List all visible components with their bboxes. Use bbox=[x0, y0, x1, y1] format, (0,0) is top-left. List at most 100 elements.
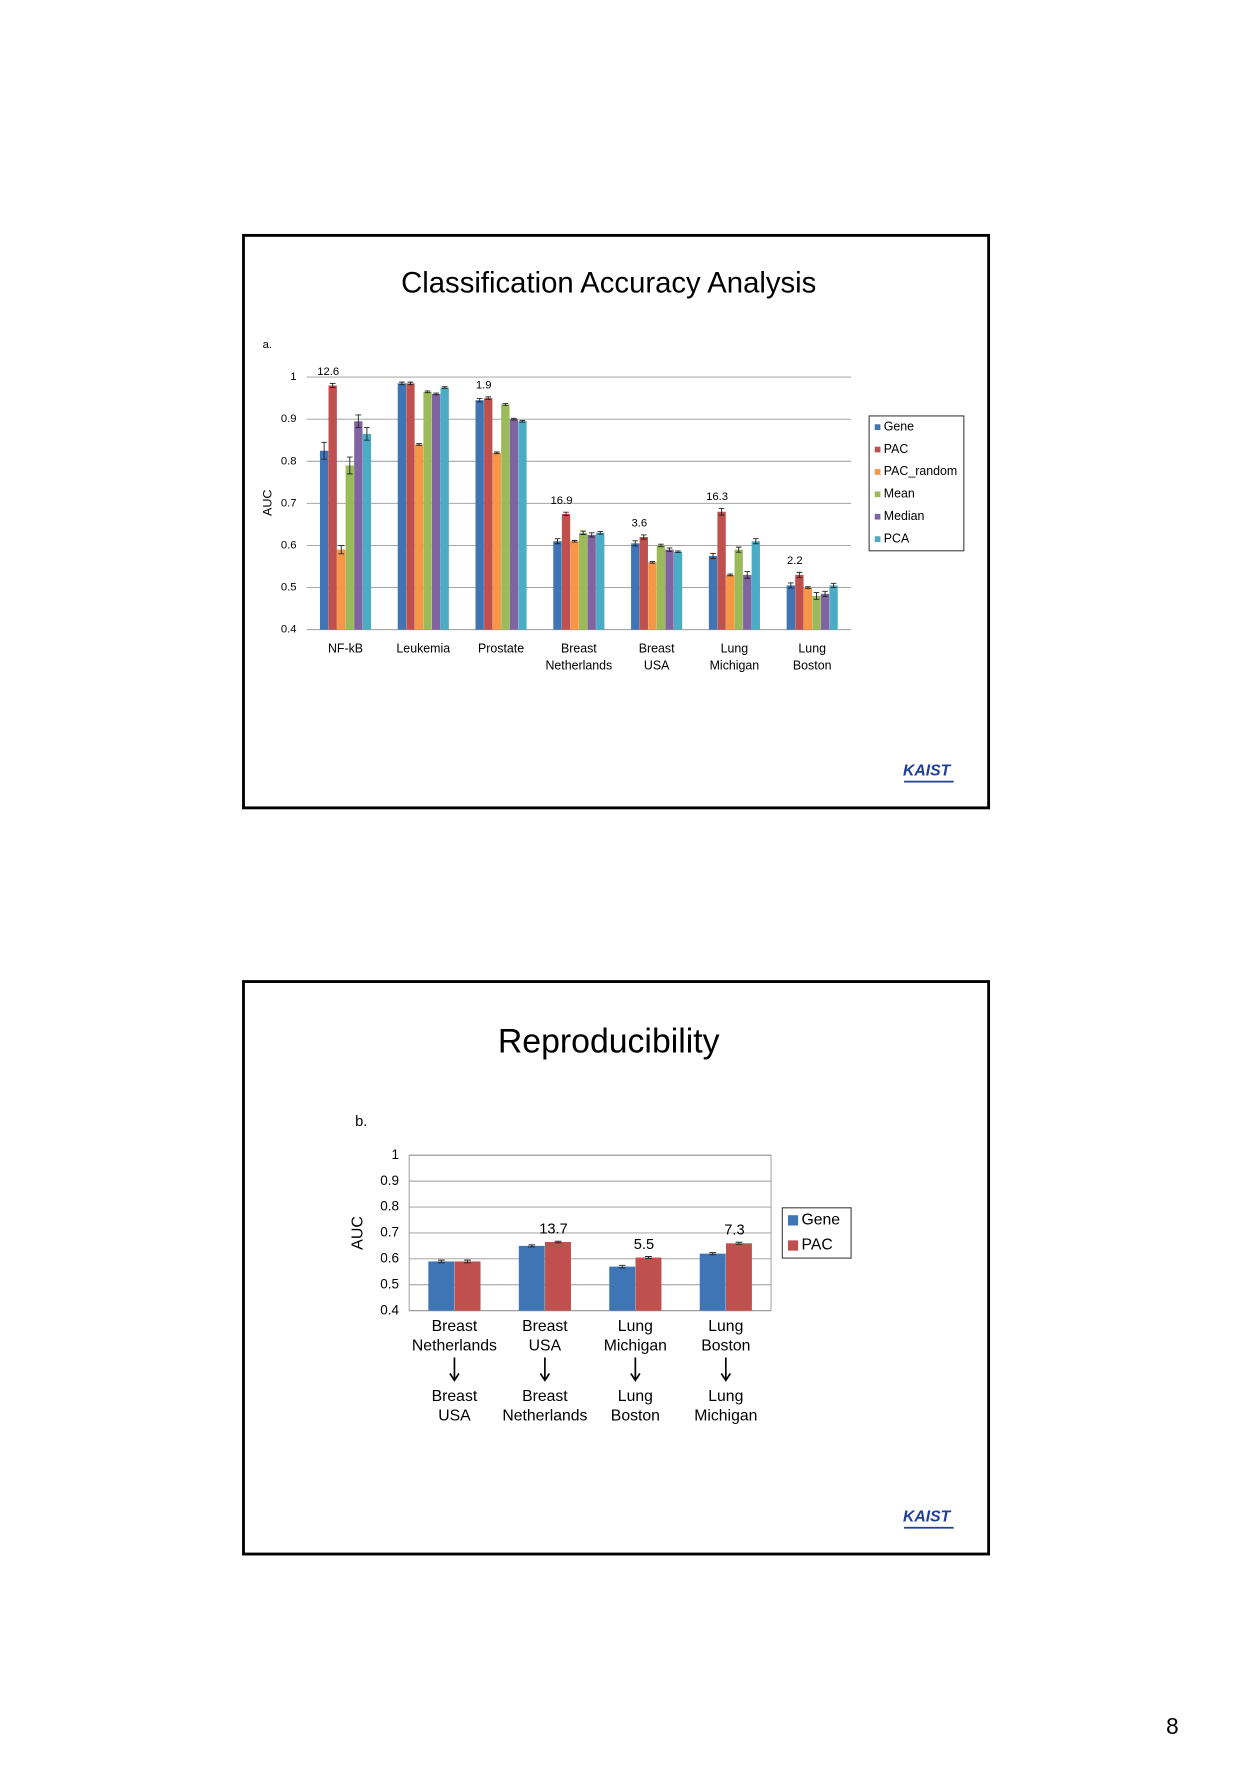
bar bbox=[454, 1261, 481, 1311]
arrow-head bbox=[630, 1373, 641, 1382]
x-tick-label: Lung bbox=[618, 1318, 653, 1335]
x-tick-label: Breast bbox=[432, 1388, 478, 1405]
legend-label: Mean bbox=[884, 487, 915, 501]
legend-label: Gene bbox=[801, 1212, 840, 1229]
error-bar bbox=[787, 582, 794, 589]
bar bbox=[561, 513, 571, 630]
bar bbox=[440, 387, 449, 630]
x-tick-label: Michigan bbox=[604, 1337, 667, 1354]
y-axis-label: AUC bbox=[261, 490, 275, 517]
bar bbox=[609, 1266, 636, 1311]
x-tick-label: Lung bbox=[708, 1318, 743, 1335]
error-bar bbox=[355, 414, 362, 429]
error-bar bbox=[485, 396, 492, 400]
annotation: 5.5 bbox=[634, 1237, 654, 1253]
y-tick-label: 0.7 bbox=[380, 1224, 399, 1239]
legend-swatch bbox=[874, 446, 881, 453]
error-bar bbox=[571, 539, 578, 543]
panel-label: b. bbox=[355, 1114, 367, 1130]
y-tick-label: 0.9 bbox=[380, 1173, 399, 1188]
bar bbox=[751, 541, 760, 630]
legend-label: Median bbox=[884, 509, 925, 523]
bar bbox=[587, 534, 596, 630]
error-bar bbox=[735, 1241, 743, 1245]
bar bbox=[345, 465, 354, 630]
error-bar bbox=[796, 571, 803, 578]
bar bbox=[635, 1257, 662, 1311]
x-tick-label: Prostate bbox=[478, 641, 524, 655]
error-bar bbox=[321, 441, 327, 460]
legend-swatch bbox=[874, 536, 881, 542]
error-bar bbox=[554, 1240, 562, 1244]
y-tick-label: 0.8 bbox=[380, 1199, 399, 1214]
x-tick-label: Breast bbox=[522, 1318, 568, 1335]
bar bbox=[725, 574, 735, 630]
bar bbox=[518, 1245, 545, 1311]
x-tick-label: Michigan bbox=[710, 658, 760, 672]
y-tick-label: 1 bbox=[290, 371, 296, 383]
bar bbox=[492, 452, 501, 630]
legend-swatch bbox=[787, 1240, 799, 1251]
error-bar bbox=[718, 507, 725, 516]
x-tick-label: Breast bbox=[561, 641, 597, 655]
bar bbox=[829, 585, 838, 630]
bar bbox=[743, 574, 752, 630]
x-tick-label: Boston bbox=[611, 1408, 660, 1425]
bar bbox=[337, 549, 346, 630]
x-tick-label: NF-kB bbox=[328, 641, 363, 655]
page-number: 8 bbox=[1166, 1713, 1179, 1739]
error-bar bbox=[441, 386, 448, 389]
y-tick-label: 0.8 bbox=[281, 455, 297, 467]
legend-swatch bbox=[874, 469, 881, 475]
error-bar bbox=[416, 443, 422, 446]
error-bar bbox=[597, 531, 604, 535]
bar bbox=[795, 574, 804, 630]
x-tick-label: Boston bbox=[793, 658, 832, 672]
bar bbox=[820, 593, 830, 630]
x-tick-label: USA bbox=[529, 1337, 562, 1354]
logo: KAIST bbox=[903, 762, 952, 779]
bar bbox=[406, 383, 415, 630]
error-bar bbox=[346, 456, 353, 475]
x-tick-label: Netherlands bbox=[412, 1337, 497, 1354]
error-bar bbox=[675, 550, 681, 554]
error-bar bbox=[476, 398, 483, 403]
bar bbox=[812, 595, 821, 630]
x-tick-label: Michigan bbox=[694, 1408, 757, 1425]
x-tick-label: USA bbox=[644, 658, 670, 672]
y-tick-label: 0.4 bbox=[380, 1302, 399, 1317]
y-tick-label: 0.6 bbox=[281, 539, 297, 551]
error-bar bbox=[632, 540, 639, 547]
y-tick-label: 1 bbox=[392, 1147, 400, 1162]
bar bbox=[509, 419, 519, 630]
bar bbox=[699, 1253, 726, 1311]
error-bar bbox=[735, 546, 742, 553]
legend-label: PCA bbox=[884, 531, 910, 545]
bar bbox=[803, 587, 813, 630]
error-bar bbox=[645, 1256, 652, 1260]
bar bbox=[734, 549, 743, 630]
annotation: 1.9 bbox=[476, 379, 492, 391]
x-tick-label: Breast bbox=[522, 1388, 568, 1405]
bar bbox=[656, 545, 666, 630]
x-tick-label: Netherlands bbox=[502, 1408, 587, 1425]
x-tick-label: USA bbox=[438, 1408, 471, 1425]
chart-title: Reproducibility bbox=[498, 1022, 720, 1060]
bar bbox=[397, 383, 407, 630]
bar bbox=[648, 562, 657, 630]
error-bar bbox=[399, 381, 405, 386]
annotation: 16.9 bbox=[551, 495, 573, 507]
annotation: 12.6 bbox=[317, 366, 339, 378]
bar bbox=[501, 404, 510, 630]
bar bbox=[570, 541, 579, 630]
annotation: 3.6 bbox=[631, 517, 647, 529]
error-bar bbox=[805, 586, 811, 589]
bar bbox=[596, 532, 605, 630]
legend-label: PAC_random bbox=[884, 464, 957, 478]
error-bar bbox=[658, 543, 664, 548]
error-bar bbox=[437, 1259, 445, 1264]
error-bar bbox=[424, 390, 431, 394]
bar bbox=[545, 1242, 571, 1311]
bar bbox=[428, 1261, 455, 1311]
legend-swatch bbox=[787, 1215, 799, 1226]
